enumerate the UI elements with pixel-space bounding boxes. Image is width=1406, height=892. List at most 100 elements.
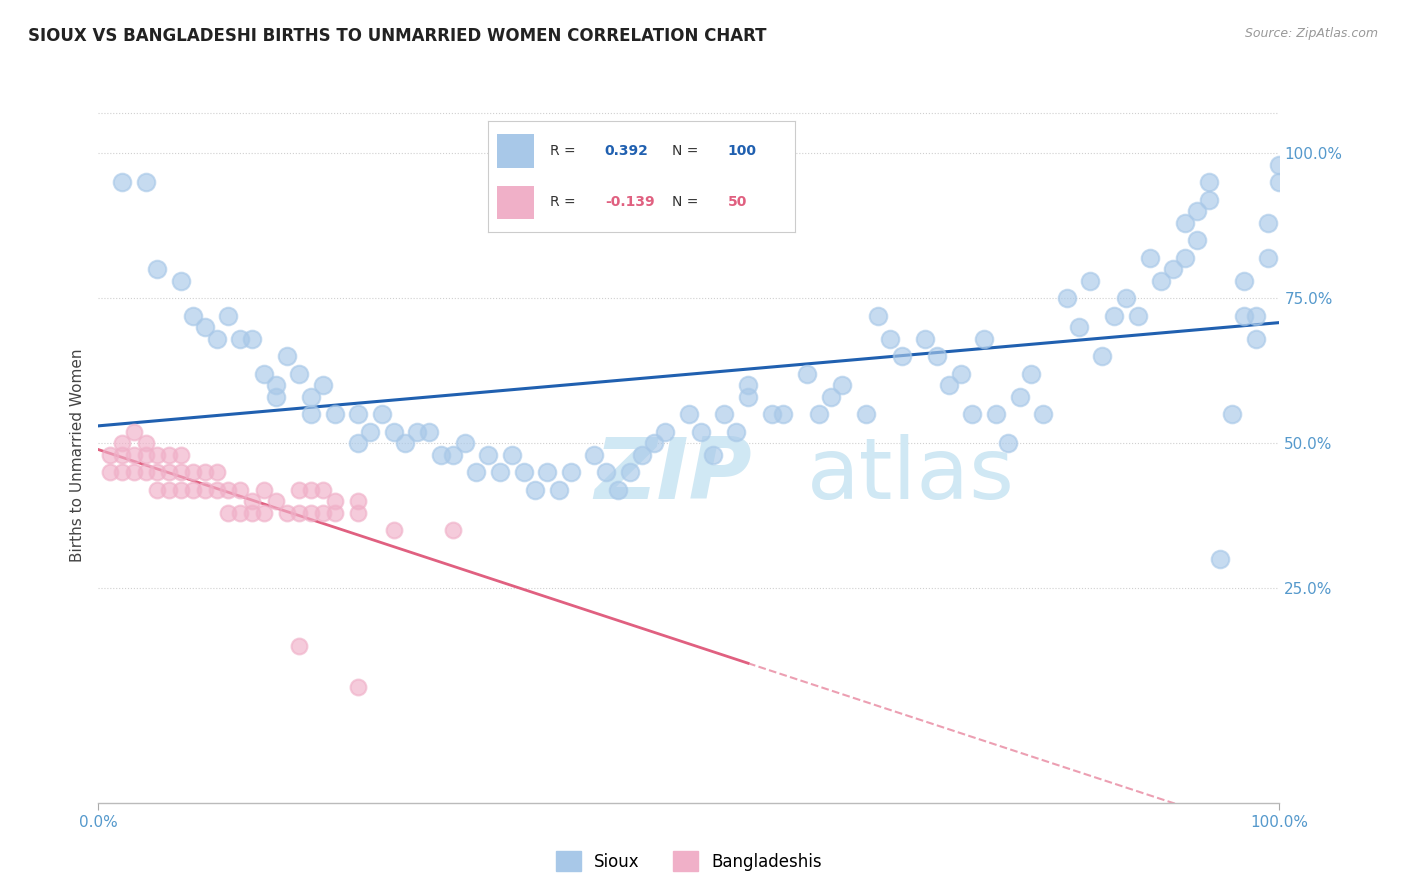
Point	[1185, 204, 1208, 219]
Point	[194, 320, 217, 334]
Point	[820, 390, 842, 404]
Point	[1091, 350, 1114, 364]
Point	[1244, 332, 1267, 346]
Point	[678, 407, 700, 422]
Point	[914, 332, 936, 346]
Point	[489, 466, 512, 480]
Point	[229, 483, 252, 497]
Point	[288, 639, 311, 653]
Point	[111, 448, 134, 462]
Y-axis label: Births to Unmarried Women: Births to Unmarried Women	[69, 348, 84, 562]
Point	[796, 367, 818, 381]
Point	[371, 407, 394, 422]
Point	[630, 448, 652, 462]
Point	[689, 425, 711, 439]
Point	[347, 506, 370, 520]
Point	[135, 448, 157, 462]
Point	[1233, 274, 1256, 288]
Point	[170, 448, 193, 462]
Point	[288, 367, 311, 381]
Point	[170, 483, 193, 497]
Point	[146, 448, 169, 462]
Point	[418, 425, 440, 439]
Point	[1174, 216, 1197, 230]
Point	[205, 332, 228, 346]
Point	[253, 367, 276, 381]
Point	[122, 466, 145, 480]
Point	[702, 448, 724, 462]
Point	[122, 425, 145, 439]
Point	[323, 407, 346, 422]
Point	[501, 448, 523, 462]
Point	[146, 466, 169, 480]
Text: Source: ZipAtlas.com: Source: ZipAtlas.com	[1244, 27, 1378, 40]
Point	[1056, 291, 1078, 305]
Point	[181, 483, 204, 497]
Point	[122, 448, 145, 462]
Point	[477, 448, 499, 462]
Point	[312, 378, 335, 392]
Point	[1185, 233, 1208, 247]
Point	[997, 436, 1019, 450]
Point	[170, 466, 193, 480]
Point	[1021, 367, 1043, 381]
Point	[157, 448, 180, 462]
Point	[441, 523, 464, 537]
Point	[240, 494, 263, 508]
Point	[772, 407, 794, 422]
Point	[560, 466, 582, 480]
Point	[98, 448, 121, 462]
Point	[1268, 175, 1291, 190]
Point	[323, 494, 346, 508]
Point	[157, 483, 180, 497]
Point	[1257, 216, 1279, 230]
Point	[807, 407, 830, 422]
Point	[111, 466, 134, 480]
Point	[135, 175, 157, 190]
Point	[465, 466, 488, 480]
Point	[217, 483, 239, 497]
Point	[394, 436, 416, 450]
Point	[949, 367, 972, 381]
Point	[1161, 262, 1184, 277]
Point	[111, 175, 134, 190]
Point	[406, 425, 429, 439]
Point	[194, 466, 217, 480]
Point	[1233, 309, 1256, 323]
Point	[347, 407, 370, 422]
Point	[973, 332, 995, 346]
Point	[194, 483, 217, 497]
Point	[264, 378, 287, 392]
Point	[737, 378, 759, 392]
Point	[866, 309, 889, 323]
Point	[654, 425, 676, 439]
Point	[229, 332, 252, 346]
Point	[1244, 309, 1267, 323]
Point	[607, 483, 630, 497]
Point	[962, 407, 984, 422]
Point	[879, 332, 901, 346]
Point	[323, 506, 346, 520]
Point	[135, 466, 157, 480]
Point	[548, 483, 571, 497]
Point	[217, 506, 239, 520]
Point	[1209, 552, 1232, 566]
Point	[583, 448, 606, 462]
Point	[276, 350, 298, 364]
Point	[299, 407, 322, 422]
Point	[205, 466, 228, 480]
Point	[111, 436, 134, 450]
Point	[312, 506, 335, 520]
Point	[135, 436, 157, 450]
Point	[1126, 309, 1149, 323]
Point	[984, 407, 1007, 422]
Point	[536, 466, 558, 480]
Point	[430, 448, 453, 462]
Point	[299, 390, 322, 404]
Text: ZIP: ZIP	[595, 434, 752, 517]
Point	[619, 466, 641, 480]
Point	[98, 466, 121, 480]
Point	[925, 350, 948, 364]
Point	[1115, 291, 1137, 305]
Point	[217, 309, 239, 323]
